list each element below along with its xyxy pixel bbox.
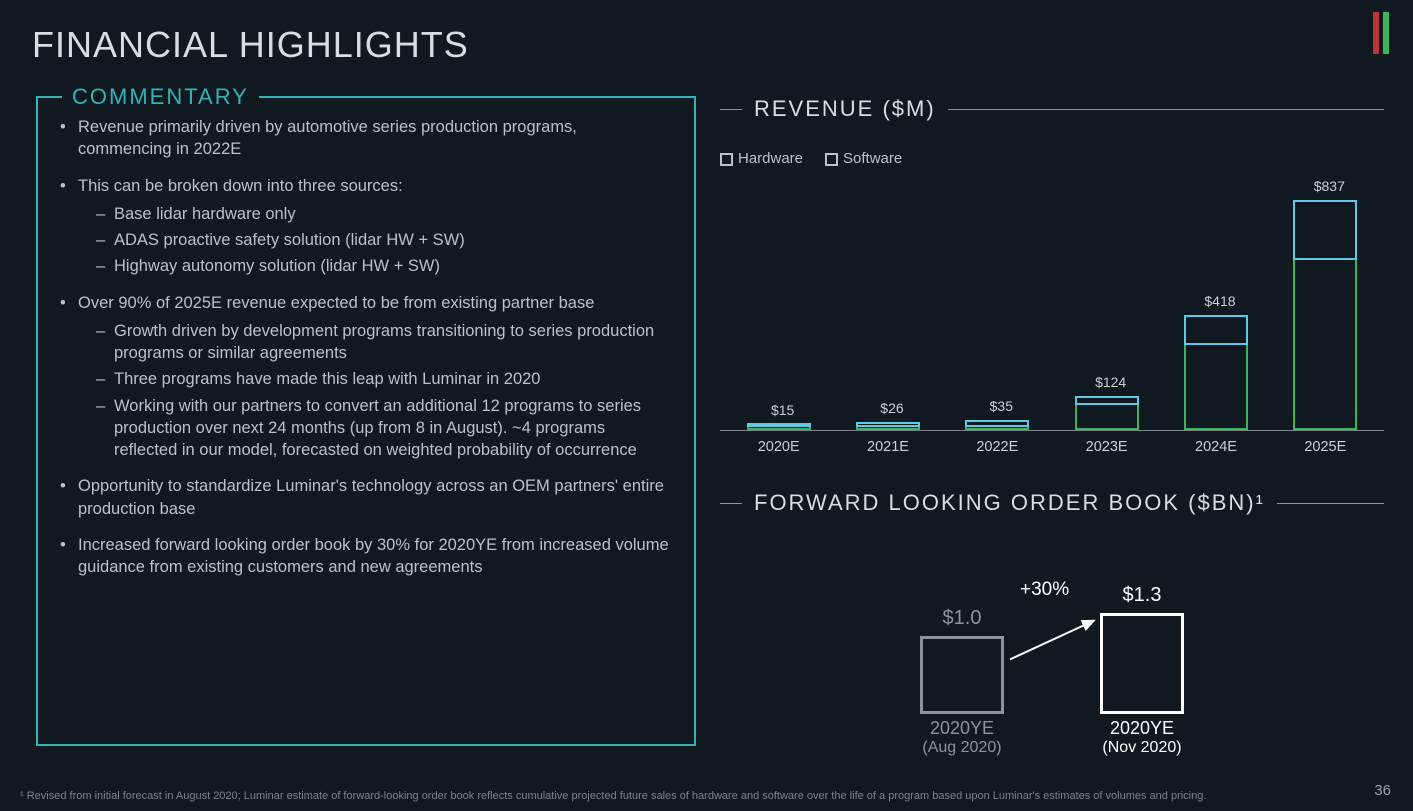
commentary-list: Revenue primarily driven by automotive s…	[60, 116, 672, 579]
forward-heading: FORWARD LOOKING ORDER BOOK ($BN)¹	[754, 490, 1265, 516]
revenue-x-label: 2022E	[961, 439, 1033, 455]
revenue-seg-hardware	[856, 427, 920, 430]
logo-bar-green	[1383, 12, 1389, 54]
forward-section: FORWARD LOOKING ORDER BOOK ($BN)¹ $1.0 20…	[720, 490, 1384, 754]
heading-line-left	[720, 503, 742, 504]
commentary-bullet: Revenue primarily driven by automotive s…	[60, 116, 672, 161]
commentary-sub-bullet: Working with our partners to convert an …	[78, 395, 672, 462]
commentary-sub-bullet: ADAS proactive safety solution (lidar HW…	[78, 229, 672, 251]
page-number: 36	[1374, 782, 1391, 799]
commentary-bullet: Increased forward looking order book by …	[60, 534, 672, 579]
revenue-value-label: $26	[856, 400, 928, 416]
commentary-bullet: Over 90% of 2025E revenue expected to be…	[60, 292, 672, 462]
forward-period-label: 2020YE(Aug 2020)	[890, 718, 1034, 757]
forward-pct-label: +30%	[1020, 579, 1069, 601]
forward-period-label: 2020YE(Nov 2020)	[1070, 718, 1214, 757]
commentary-heading: COMMENTARY	[62, 84, 259, 110]
revenue-section: REVENUE ($M) Hardware Software $15 $26 $35…	[720, 96, 1384, 455]
revenue-bar	[1184, 315, 1248, 430]
legend-label-hardware: Hardware	[738, 150, 803, 167]
commentary-sub-bullet: Three programs have made this leap with …	[78, 368, 672, 390]
commentary-panel: COMMENTARY Revenue primarily driven by a…	[36, 96, 696, 746]
revenue-column: $124	[1071, 396, 1143, 430]
heading-line-left	[720, 109, 742, 110]
forward-arrow	[1010, 621, 1094, 660]
revenue-seg-hardware	[1293, 260, 1357, 430]
legend-swatch-hardware	[720, 153, 733, 166]
forward-box	[1100, 613, 1184, 714]
revenue-bar	[1075, 396, 1139, 430]
commentary-sub-bullet: Growth driven by development programs tr…	[78, 320, 672, 365]
legend-hardware: Hardware	[720, 150, 803, 167]
revenue-heading: REVENUE ($M)	[754, 96, 936, 122]
legend-label-software: Software	[843, 150, 902, 167]
page-title: FINANCIAL HIGHLIGHTS	[32, 24, 469, 66]
revenue-column: $837	[1289, 200, 1361, 430]
revenue-seg-hardware	[1075, 405, 1139, 430]
revenue-x-label: 2024E	[1180, 439, 1252, 455]
forward-period: 2020YE	[1070, 718, 1214, 739]
heading-line-right	[948, 109, 1384, 110]
brand-logo-bars	[1373, 12, 1389, 54]
forward-value-label: $1.0	[910, 607, 1014, 630]
revenue-seg-software	[1075, 396, 1139, 405]
revenue-bar	[747, 423, 811, 430]
forward-value-label: $1.3	[1090, 584, 1194, 607]
revenue-value-label: $124	[1075, 374, 1147, 390]
legend-software: Software	[825, 150, 902, 167]
commentary-sub-bullet: Highway autonomy solution (lidar HW + SW…	[78, 255, 672, 277]
heading-line-right	[1277, 503, 1384, 504]
revenue-seg-software	[1293, 200, 1357, 260]
forward-chart: $1.02020YE(Aug 2020)$1.32020YE(Nov 2020)…	[720, 524, 1384, 754]
revenue-seg-hardware	[965, 427, 1029, 430]
forward-arrow-svg	[720, 524, 1384, 754]
revenue-bar	[1293, 200, 1357, 430]
revenue-seg-software	[1184, 315, 1248, 345]
revenue-column: $15	[743, 423, 815, 430]
revenue-heading-row: REVENUE ($M)	[720, 96, 1384, 122]
logo-bar-red	[1373, 12, 1379, 54]
revenue-chart: $15 $26 $35 $124 $418 $837	[720, 175, 1384, 431]
revenue-value-label: $15	[747, 402, 819, 418]
revenue-value-label: $837	[1293, 178, 1365, 194]
revenue-column: $26	[852, 422, 924, 430]
revenue-bar	[856, 422, 920, 430]
revenue-x-label: 2020E	[743, 439, 815, 455]
forward-heading-row: FORWARD LOOKING ORDER BOOK ($BN)¹	[720, 490, 1384, 516]
revenue-x-label: 2025E	[1289, 439, 1361, 455]
commentary-bullet: Opportunity to standardize Luminar's tec…	[60, 475, 672, 520]
revenue-x-label: 2023E	[1071, 439, 1143, 455]
forward-sub: (Nov 2020)	[1070, 739, 1214, 757]
revenue-seg-hardware	[747, 427, 811, 430]
revenue-seg-hardware	[1184, 345, 1248, 430]
revenue-legend: Hardware Software	[720, 150, 1384, 167]
forward-box	[920, 636, 1004, 714]
revenue-bar	[965, 420, 1029, 430]
legend-swatch-software	[825, 153, 838, 166]
commentary-sub-bullet: Base lidar hardware only	[78, 203, 672, 225]
revenue-column: $418	[1180, 315, 1252, 430]
revenue-value-label: $418	[1184, 293, 1256, 309]
revenue-x-label: 2021E	[852, 439, 924, 455]
revenue-x-labels: 2020E 2021E 2022E 2023E 2024E 2025E	[720, 439, 1384, 455]
revenue-column: $35	[961, 420, 1033, 430]
forward-sub: (Aug 2020)	[890, 739, 1034, 757]
forward-period: 2020YE	[890, 718, 1034, 739]
commentary-bullet: This can be broken down into three sourc…	[60, 175, 672, 278]
footnote: ¹ Revised from initial forecast in Augus…	[20, 789, 1353, 803]
revenue-value-label: $35	[965, 398, 1037, 414]
